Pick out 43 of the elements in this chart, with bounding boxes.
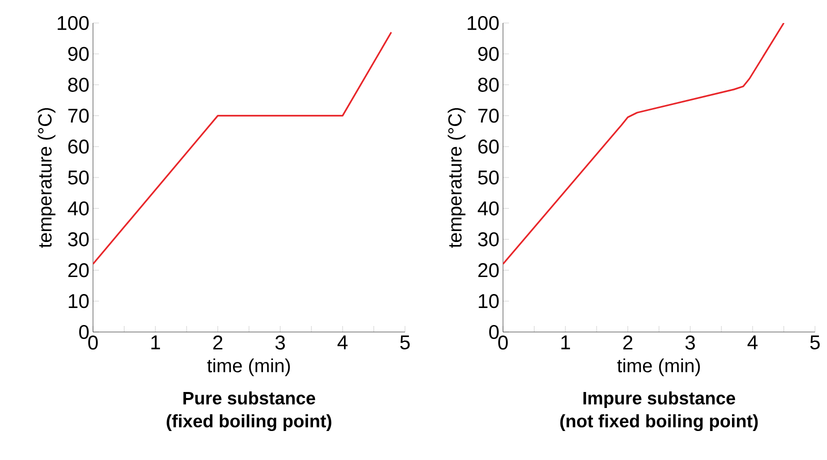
y-tick-label: 70: [478, 108, 499, 123]
x-axis-title: time (min): [617, 358, 700, 376]
x-tick-label: 1: [561, 336, 570, 350]
y-axis-title: temperature (°C): [38, 108, 56, 248]
y-tick-label: 20: [478, 263, 499, 278]
y-tick-label: 40: [478, 201, 499, 216]
x-tick-label: 0: [88, 336, 98, 350]
line-series: [503, 22, 785, 265]
y-tick-label: 100: [58, 16, 89, 30]
x-tick-label: 5: [810, 336, 820, 350]
x-tick-label: 2: [213, 336, 222, 350]
y-tick-label: 60: [478, 140, 499, 154]
x-tick-label: 3: [275, 336, 285, 350]
y-tick-label: 0: [79, 324, 89, 340]
y-axis-title: temperature (°C): [448, 108, 466, 248]
y-tick-label: 50: [478, 170, 499, 185]
y-tick-label: 70: [68, 108, 89, 123]
x-tick-label: 5: [400, 336, 410, 350]
x-tick-label: 2: [623, 336, 632, 350]
x-tick-label: 3: [685, 336, 695, 350]
x-axis-title: time (min): [207, 358, 290, 376]
y-tick-label: 30: [68, 232, 89, 246]
text: Impure substance: [583, 391, 736, 408]
y-tick-label: 30: [478, 232, 499, 246]
y-tick-label: 50: [68, 170, 89, 185]
x-tick-label: 4: [748, 336, 758, 350]
y-tick-label: 100: [468, 16, 499, 30]
x-tick-label: 1: [151, 336, 160, 350]
y-tick-label: 90: [478, 46, 499, 61]
y-tick-label: 20: [68, 263, 89, 278]
y-tick-label: 60: [68, 140, 89, 154]
y-tick-label: 0: [489, 324, 499, 340]
text: (fixed boiling point): [166, 414, 332, 432]
text: Pure substance: [183, 391, 316, 405]
x-tick-label: 0: [498, 336, 508, 350]
text: (not fixed boiling point): [560, 414, 758, 432]
y-tick-label: 80: [478, 78, 499, 92]
y-tick-label: 10: [68, 294, 89, 308]
x-tick-label: 4: [338, 336, 348, 350]
y-tick-label: 80: [68, 78, 89, 92]
y-tick-label: 90: [68, 46, 89, 61]
y-tick-label: 40: [68, 201, 89, 216]
y-tick-label: 10: [478, 294, 499, 308]
